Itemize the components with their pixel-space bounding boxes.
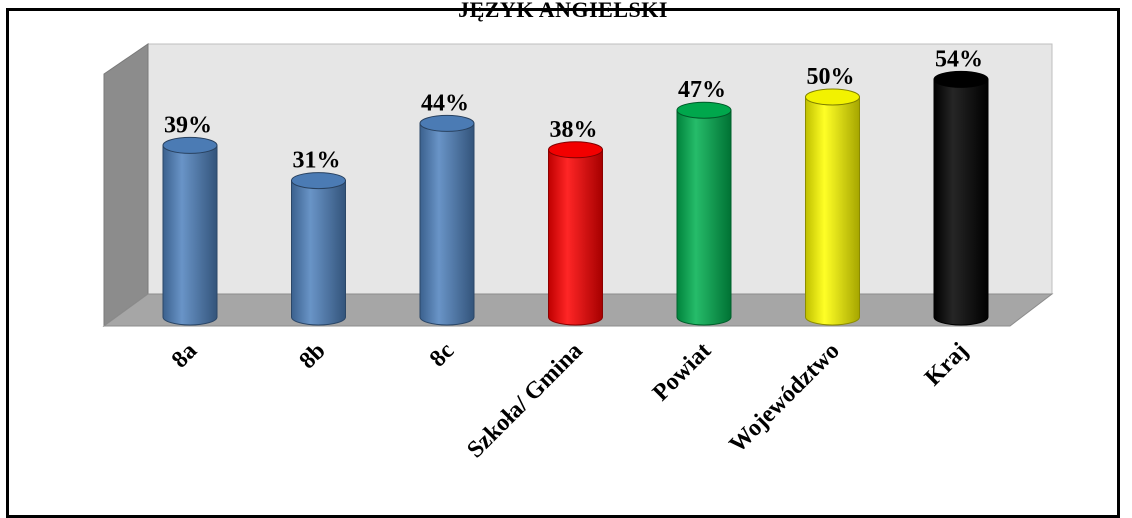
- bar-body: [162, 144, 218, 326]
- value-label: 54%: [935, 46, 983, 72]
- bar-body: [933, 78, 989, 326]
- bar-8c: [419, 114, 475, 326]
- bar-top: [419, 114, 475, 132]
- bar-szkoła-gmina: [548, 141, 603, 326]
- category-label: Szkoła/ Gmina: [462, 338, 587, 463]
- category-label: Województwo: [725, 338, 845, 458]
- bar-województwo: [805, 88, 860, 326]
- bar-top: [291, 172, 346, 190]
- bar-body: [548, 149, 603, 326]
- value-label: 50%: [807, 64, 855, 90]
- value-label: 39%: [164, 112, 212, 138]
- value-label: 44%: [421, 90, 469, 116]
- category-label: Kraj: [920, 338, 973, 391]
- bar-top: [676, 101, 732, 119]
- bar-top: [548, 141, 603, 159]
- value-label: 47%: [678, 77, 726, 103]
- category-label: Powiat: [648, 338, 716, 406]
- category-label: 8c: [425, 338, 460, 373]
- value-label: 31%: [293, 148, 341, 174]
- bar-top: [933, 70, 989, 88]
- bar-8b: [291, 172, 346, 326]
- bar-body: [419, 122, 475, 326]
- chart-title: JĘZYK ANGIELSKI: [458, 0, 668, 22]
- bars-group: [162, 70, 989, 326]
- bar-body: [676, 109, 732, 326]
- category-label: 8b: [294, 338, 330, 374]
- bar-powiat: [676, 101, 732, 326]
- bar-top: [805, 88, 860, 106]
- category-label: 8a: [167, 338, 202, 373]
- bar-body: [291, 180, 346, 326]
- bar-kraj: [933, 70, 989, 326]
- side-wall: [103, 43, 149, 327]
- bar-body: [805, 96, 860, 326]
- value-label: 38%: [550, 117, 598, 143]
- bar-8a: [162, 136, 218, 326]
- bar-top: [162, 136, 218, 154]
